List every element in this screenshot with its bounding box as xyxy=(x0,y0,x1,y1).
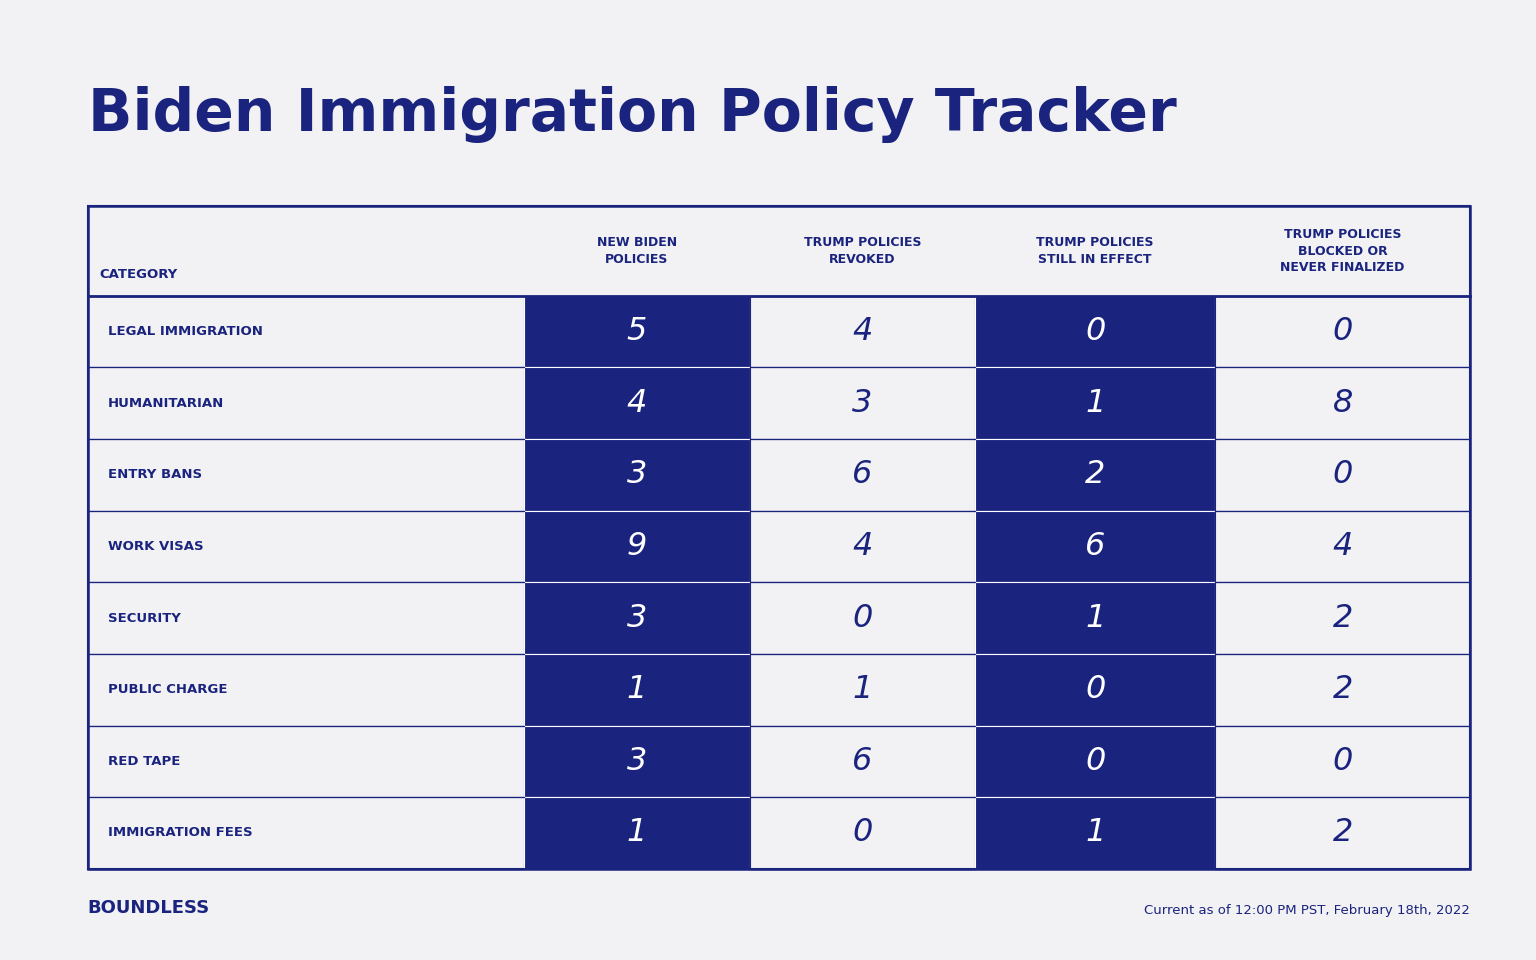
Bar xyxy=(750,439,975,511)
Text: 6: 6 xyxy=(852,746,872,777)
Text: 0: 0 xyxy=(1332,460,1353,491)
Text: TRUMP POLICIES
BLOCKED OR
NEVER FINALIZED: TRUMP POLICIES BLOCKED OR NEVER FINALIZE… xyxy=(1281,228,1405,275)
Text: BOUNDLESS: BOUNDLESS xyxy=(88,899,210,917)
Bar xyxy=(524,296,750,368)
Text: 1: 1 xyxy=(627,818,647,849)
Bar xyxy=(975,797,1215,869)
Text: IMMIGRATION FEES: IMMIGRATION FEES xyxy=(108,827,252,839)
Text: 2: 2 xyxy=(1084,460,1106,491)
Bar xyxy=(1215,726,1470,797)
Bar xyxy=(88,206,1470,869)
Bar xyxy=(750,583,975,654)
Bar xyxy=(975,439,1215,511)
Bar xyxy=(1215,368,1470,439)
Bar xyxy=(88,583,524,654)
Text: 6: 6 xyxy=(1084,531,1106,562)
Bar xyxy=(524,726,750,797)
Text: 0: 0 xyxy=(1084,746,1106,777)
Text: TRUMP POLICIES
STILL IN EFFECT: TRUMP POLICIES STILL IN EFFECT xyxy=(1037,236,1154,266)
Bar xyxy=(750,654,975,726)
Bar xyxy=(750,368,975,439)
Bar xyxy=(1215,797,1470,869)
Text: NEW BIDEN
POLICIES: NEW BIDEN POLICIES xyxy=(598,236,677,266)
Bar xyxy=(975,296,1215,368)
Bar xyxy=(88,726,524,797)
Bar xyxy=(975,726,1215,797)
Bar xyxy=(524,511,750,583)
Bar xyxy=(524,797,750,869)
Bar xyxy=(88,439,524,511)
Bar xyxy=(975,511,1215,583)
Bar xyxy=(88,296,524,368)
Text: 0: 0 xyxy=(852,818,872,849)
Bar xyxy=(750,511,975,583)
Text: 2: 2 xyxy=(1332,818,1353,849)
Text: 4: 4 xyxy=(627,388,647,419)
Bar xyxy=(88,368,524,439)
Bar xyxy=(975,654,1215,726)
Text: 3: 3 xyxy=(627,746,647,777)
Text: 9: 9 xyxy=(627,531,647,562)
Text: CATEGORY: CATEGORY xyxy=(100,269,178,281)
Text: Biden Immigration Policy Tracker: Biden Immigration Policy Tracker xyxy=(88,86,1177,143)
Text: SECURITY: SECURITY xyxy=(108,612,180,625)
Bar xyxy=(1215,511,1470,583)
Bar xyxy=(750,797,975,869)
Text: 1: 1 xyxy=(1084,388,1106,419)
Text: 0: 0 xyxy=(1332,316,1353,348)
Bar xyxy=(524,654,750,726)
Text: 4: 4 xyxy=(852,316,872,348)
Text: 3: 3 xyxy=(627,603,647,634)
Bar xyxy=(975,583,1215,654)
Text: HUMANITARIAN: HUMANITARIAN xyxy=(108,396,224,410)
Bar xyxy=(750,726,975,797)
Bar xyxy=(88,797,524,869)
Bar xyxy=(88,206,1470,869)
Bar xyxy=(524,368,750,439)
Text: 1: 1 xyxy=(627,674,647,706)
Bar xyxy=(975,368,1215,439)
Bar xyxy=(524,439,750,511)
Text: 4: 4 xyxy=(1332,531,1353,562)
Text: PUBLIC CHARGE: PUBLIC CHARGE xyxy=(108,684,227,696)
Text: 1: 1 xyxy=(1084,818,1106,849)
Text: 0: 0 xyxy=(852,603,872,634)
Text: WORK VISAS: WORK VISAS xyxy=(108,540,203,553)
Text: LEGAL IMMIGRATION: LEGAL IMMIGRATION xyxy=(108,325,263,338)
Bar xyxy=(524,583,750,654)
Text: 6: 6 xyxy=(852,460,872,491)
Text: 0: 0 xyxy=(1332,746,1353,777)
Text: 4: 4 xyxy=(852,531,872,562)
Bar xyxy=(88,511,524,583)
Bar xyxy=(1215,654,1470,726)
Text: 0: 0 xyxy=(1084,316,1106,348)
Text: 2: 2 xyxy=(1332,603,1353,634)
Bar xyxy=(1215,296,1470,368)
Text: 3: 3 xyxy=(852,388,872,419)
Bar xyxy=(1215,583,1470,654)
Text: 8: 8 xyxy=(1332,388,1353,419)
Text: ENTRY BANS: ENTRY BANS xyxy=(108,468,201,481)
Text: TRUMP POLICIES
REVOKED: TRUMP POLICIES REVOKED xyxy=(803,236,922,266)
Text: 3: 3 xyxy=(627,460,647,491)
Text: 1: 1 xyxy=(1084,603,1106,634)
Text: 2: 2 xyxy=(1332,674,1353,706)
Text: 5: 5 xyxy=(627,316,647,348)
Text: 0: 0 xyxy=(1084,674,1106,706)
Text: Current as of 12:00 PM PST, February 18th, 2022: Current as of 12:00 PM PST, February 18t… xyxy=(1144,903,1470,917)
Text: 1: 1 xyxy=(852,674,872,706)
Text: RED TAPE: RED TAPE xyxy=(108,755,180,768)
Bar xyxy=(88,654,524,726)
Bar xyxy=(750,296,975,368)
Bar xyxy=(1215,439,1470,511)
